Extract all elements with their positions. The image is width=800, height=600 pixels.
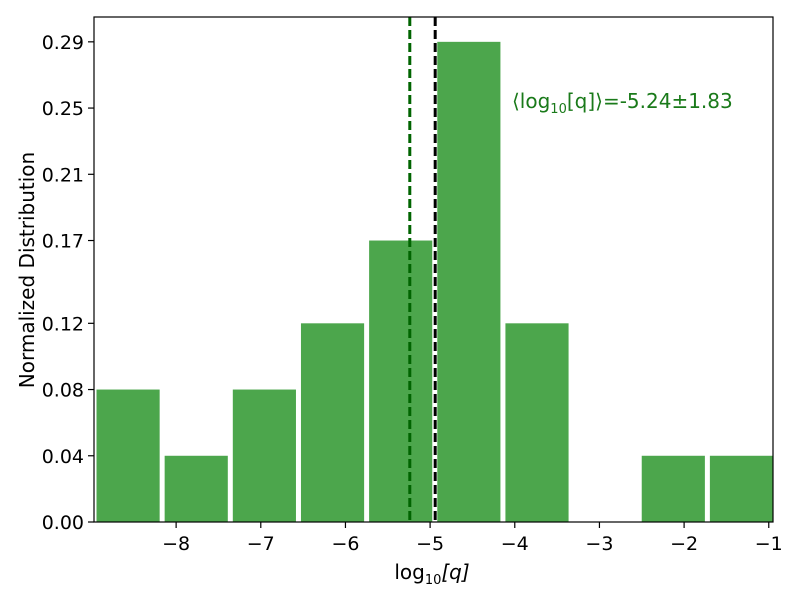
y-axis-ticks: 0.00 0.04 0.08 0.12 0.17 0.21 0.25 0.29	[42, 32, 94, 534]
histogram-bar	[505, 323, 569, 522]
histogram-bar	[96, 389, 160, 522]
bars-group	[96, 41, 774, 523]
y-tick-label: 0.17	[42, 231, 84, 253]
vertical-lines-group	[408, 17, 437, 522]
x-axis-ticks: −8 −7 −6 −5 −4 −3 −2 −1	[162, 522, 783, 555]
x-axis-label-log: log	[394, 560, 425, 584]
y-tick-label: 0.25	[42, 98, 84, 120]
x-tick-label: −7	[247, 533, 275, 555]
y-tick-label: 0.08	[42, 380, 84, 402]
histogram-bar	[164, 455, 228, 522]
annotation-prefix: ⟨log	[512, 89, 550, 113]
y-tick-label: 0.21	[42, 164, 84, 186]
y-tick-label: 0.04	[42, 446, 84, 468]
x-tick-label: −6	[331, 533, 359, 555]
histogram-bar	[709, 455, 774, 522]
annotation-sub: 10	[550, 102, 567, 117]
x-tick-label: −8	[162, 533, 190, 555]
x-tick-label: −5	[416, 533, 444, 555]
histogram-bar	[300, 323, 365, 522]
x-axis-label-sub: 10	[425, 573, 442, 588]
histogram-bar	[369, 240, 433, 522]
y-axis-label: Normalized Distribution	[15, 152, 39, 388]
annotation-suffix: [q]⟩=-5.24±1.83	[567, 89, 733, 113]
x-tick-label: −3	[585, 533, 613, 555]
x-axis-label-arg: [q]	[441, 560, 469, 584]
y-tick-label: 0.29	[42, 32, 84, 54]
x-tick-label: −4	[501, 533, 529, 555]
x-axis-label: log10[q]	[394, 560, 469, 588]
x-tick-label: −2	[670, 533, 698, 555]
x-tick-label: −1	[755, 533, 783, 555]
y-tick-label: 0.00	[42, 512, 84, 534]
mean-annotation: ⟨log10[q]⟩=-5.24±1.83	[512, 89, 733, 117]
y-tick-label: 0.12	[42, 313, 84, 335]
plot-frame	[93, 16, 774, 523]
histogram-bar	[437, 41, 501, 523]
histogram-bar	[641, 455, 705, 522]
histogram-bar	[232, 389, 296, 522]
